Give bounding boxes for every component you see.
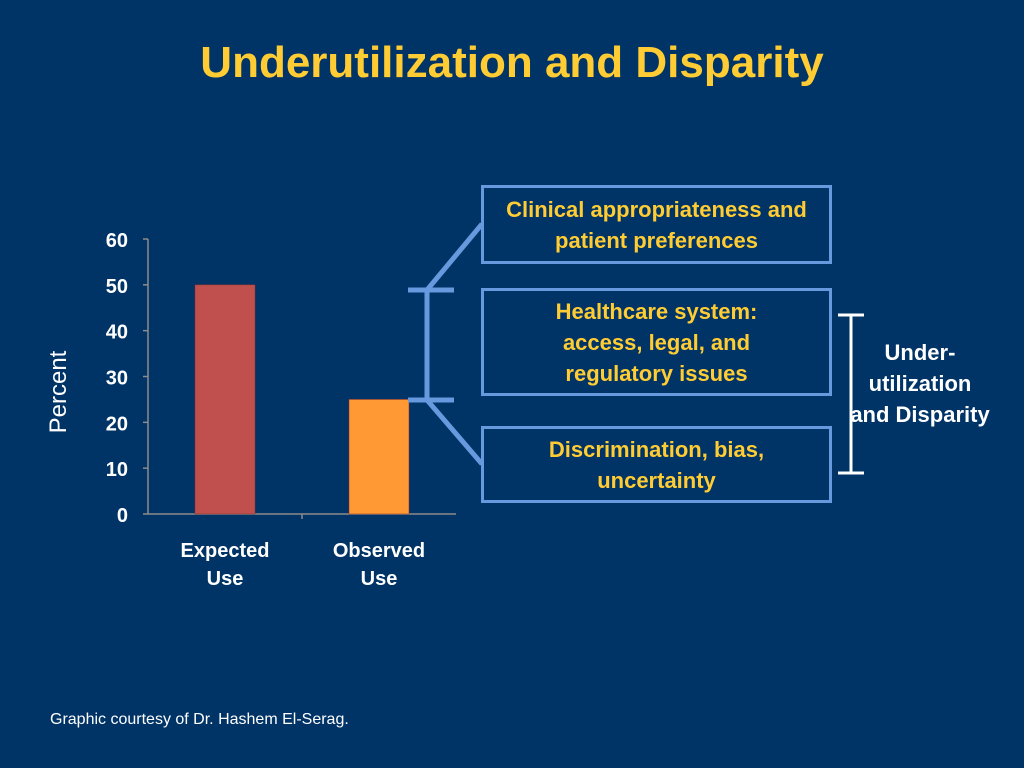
y-tick-label: 20 — [106, 413, 128, 435]
factor-text-clinical: Clinical appropriateness and patient pre… — [506, 196, 807, 253]
bar — [194, 284, 256, 515]
chart-bars — [194, 284, 410, 515]
gap-connectors — [408, 222, 484, 466]
side-label: Under-utilization and Disparity — [850, 340, 990, 427]
y-tick-labels: 0 10 20 30 40 50 60 — [106, 230, 128, 527]
footer-credit: Graphic courtesy of Dr. Hashem El-Serag. — [50, 711, 349, 728]
bar — [348, 399, 410, 515]
x-tick-labels: Expected Use Observed Use — [181, 540, 426, 590]
side-bracket — [838, 313, 864, 475]
connector-to-box-1 — [425, 222, 484, 292]
x-tick-label: Use — [361, 568, 398, 590]
y-axis-label: Percent — [45, 350, 72, 433]
x-tick-label: Observed — [333, 540, 425, 562]
y-tick-label: 50 — [106, 276, 128, 298]
y-tick-label: 0 — [117, 505, 128, 527]
x-tick-label: Expected — [181, 540, 270, 562]
y-tick-label: 10 — [106, 459, 128, 481]
y-tick-label: 40 — [106, 322, 128, 344]
y-tick-label: 60 — [106, 230, 128, 252]
factor-box-clinical: Clinical appropriateness and patient pre… — [481, 185, 832, 264]
factor-text-discrimination: Discrimination, bias, uncertainty — [548, 436, 765, 493]
connector-to-box-3 — [425, 398, 484, 466]
factor-text-healthcare-system: Healthcare system: access, legal, and re… — [555, 298, 758, 386]
factor-box-healthcare-system: Healthcare system: access, legal, and re… — [481, 288, 832, 396]
factor-box-discrimination: Discrimination, bias, uncertainty — [481, 426, 832, 503]
x-tick-label: Use — [207, 568, 244, 590]
y-tick-label: 30 — [106, 368, 128, 390]
slide-title: Underutilization and Disparity — [200, 38, 824, 87]
